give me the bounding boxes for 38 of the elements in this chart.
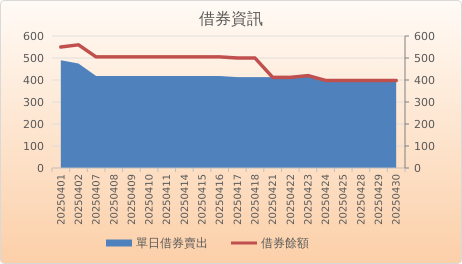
x-tick-label: 20250430 xyxy=(392,174,403,225)
y-tick-label: 0 xyxy=(37,162,44,175)
x-tick-label: 20250421 xyxy=(268,174,280,225)
x-tick-label: 20250408 xyxy=(109,174,120,225)
x-tick-label: 20250401 xyxy=(56,174,68,225)
y2-tick-label: 600 xyxy=(414,30,435,43)
x-tick-label: 20250428 xyxy=(356,174,368,225)
x-tick-label: 20250402 xyxy=(74,174,85,225)
y2-tick-label: 300 xyxy=(414,96,435,109)
y2-tick-label: 400 xyxy=(414,74,435,87)
x-tick-label: 20250424 xyxy=(321,174,332,225)
x-tick-label: 20250417 xyxy=(232,174,244,225)
x-tick-label: 20250423 xyxy=(303,174,314,225)
y2-tick-label: 0 xyxy=(414,162,421,175)
y-tick-label: 200 xyxy=(23,118,44,131)
y2-tick-label: 200 xyxy=(414,118,435,131)
y-tick-label: 100 xyxy=(23,140,44,153)
y-tick-label: 300 xyxy=(23,96,44,109)
x-tick-label: 20250415 xyxy=(198,174,209,225)
x-tick-label: 20250418 xyxy=(250,174,262,225)
legend-label: 單日借券賣出 xyxy=(136,236,208,250)
y-tick-label: 600 xyxy=(23,30,44,43)
y2-tick-label: 500 xyxy=(414,52,435,65)
y2-tick-label: 100 xyxy=(414,140,435,153)
legend-label: 借券餘額 xyxy=(261,236,309,250)
x-tick-label: 20250429 xyxy=(374,174,386,225)
x-tick-label: 20250425 xyxy=(338,174,350,225)
x-tick-label: 20250411 xyxy=(162,174,174,225)
y-tick-label: 500 xyxy=(23,52,44,65)
x-tick-label: 20250416 xyxy=(215,174,226,225)
x-tick-label: 20250422 xyxy=(286,174,297,225)
line-series xyxy=(59,43,398,82)
x-tick-label: 20250414 xyxy=(180,174,191,225)
x-tick-label: 20250410 xyxy=(144,174,156,225)
x-tick-label: 20250409 xyxy=(126,174,138,225)
x-tick-label: 20250407 xyxy=(92,174,103,225)
chart-title: 借券資訊 xyxy=(199,9,263,28)
y-tick-label: 400 xyxy=(23,74,44,87)
